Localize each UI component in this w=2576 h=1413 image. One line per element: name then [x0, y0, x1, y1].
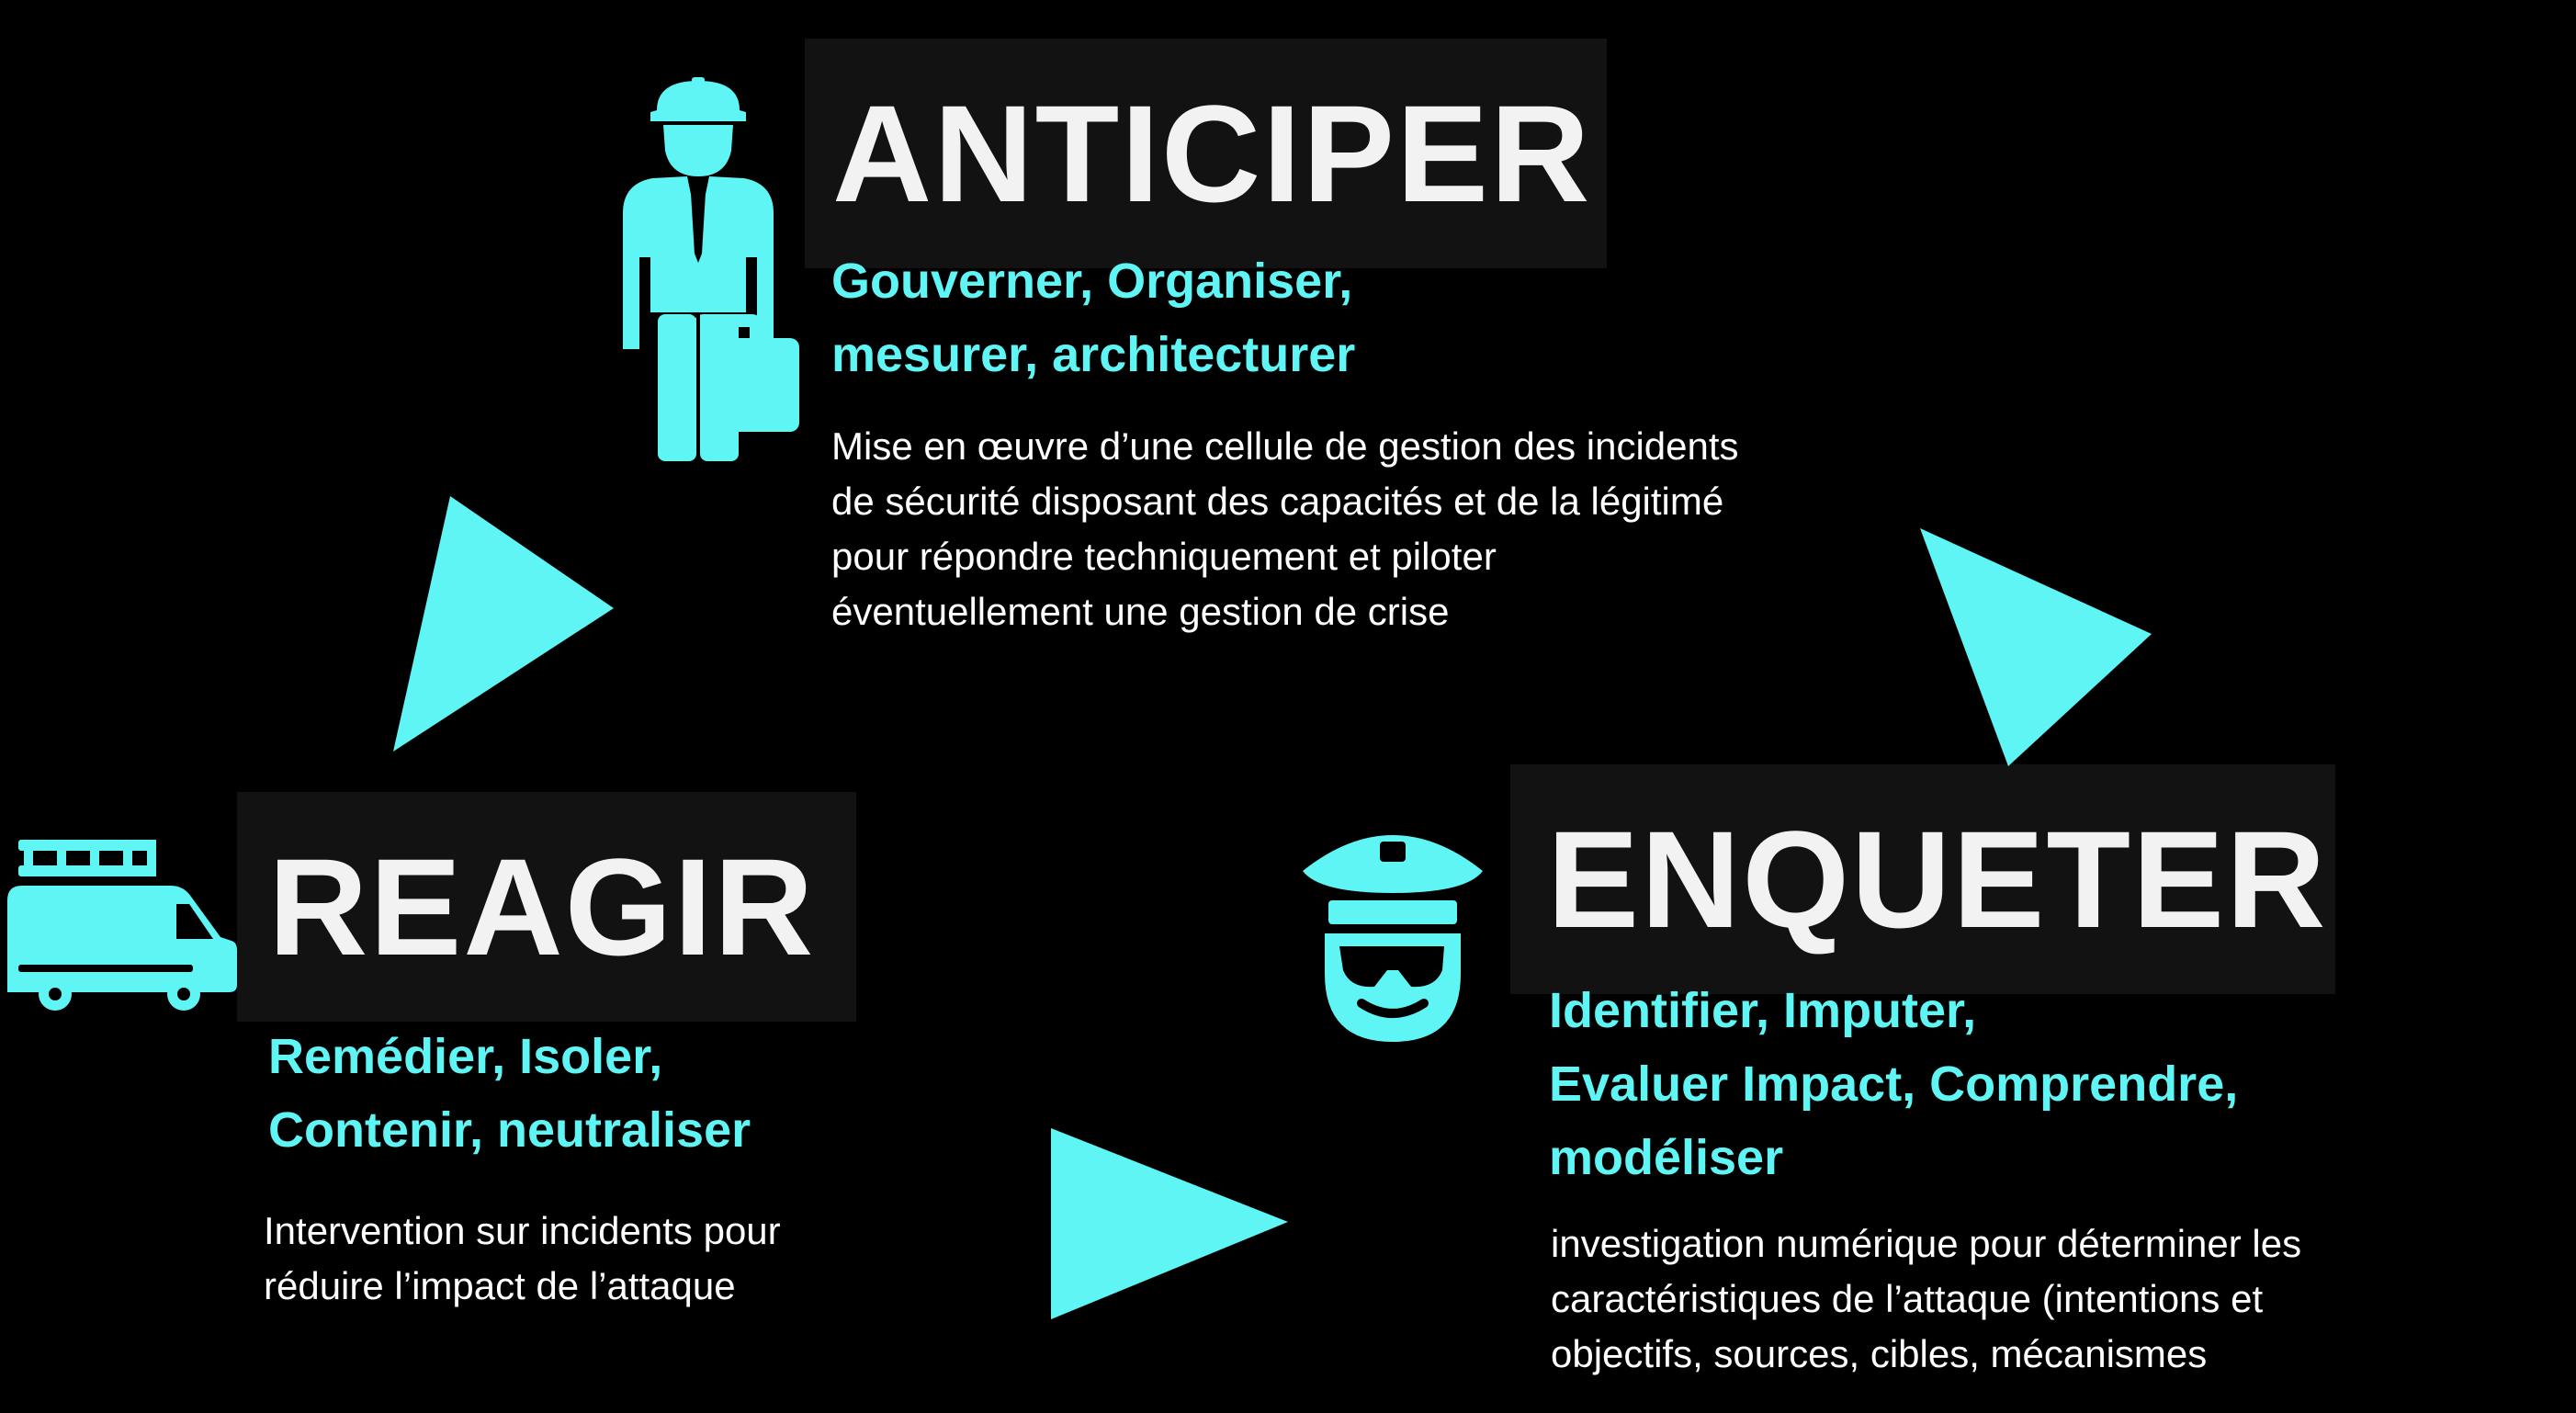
anticiper-description-line: pour répondre techniquement et piloter	[831, 535, 1497, 578]
anticiper-description-line: de sécurité disposant des capacités et d…	[831, 480, 1724, 523]
triangle-arrow-icon	[1051, 1128, 1288, 1319]
enqueter-description-line: objectifs, sources, cibles, mécanismes	[1551, 1332, 2208, 1375]
enqueter-description-line: caractéristiques de l’attaque (intention…	[1551, 1277, 2264, 1320]
businessman-icon	[606, 73, 818, 469]
anticiper-title: ANTICIPER	[832, 76, 1592, 231]
triangle-arrow-icon	[393, 496, 614, 752]
reagir-description-line: Intervention sur incidents pour	[264, 1209, 781, 1252]
enqueter-description-line: investigation numérique pour déterminer …	[1551, 1222, 2302, 1265]
reagir-description-line: réduire l’impact de l’attaque	[264, 1264, 736, 1307]
anticiper-subtitle: Gouverner, Organiser, mesurer, architect…	[831, 244, 1355, 391]
enqueter-title: ENQUETER	[1547, 802, 2328, 956]
reagir-subtitle-line: Contenir, neutraliser	[268, 1102, 751, 1158]
anticiper-description: Mise en œuvre d’une cellule de gestion d…	[831, 419, 1739, 639]
enqueter-title-box: ENQUETER	[1510, 764, 2335, 994]
reagir-subtitle-line: Remédier, Isoler,	[268, 1029, 663, 1084]
fire-truck-icon	[0, 827, 241, 1011]
reagir-title-box: REAGIR	[237, 792, 856, 1022]
police-officer-icon	[1282, 808, 1503, 1057]
reagir-title: REAGIR	[268, 830, 816, 984]
reagir-subtitle: Remédier, Isoler, Contenir, neutraliser	[268, 1020, 751, 1167]
anticiper-title-box: ANTICIPER	[805, 39, 1607, 268]
anticiper-description-line: Mise en œuvre d’une cellule de gestion d…	[831, 424, 1739, 468]
anticiper-description-line: éventuellement une gestion de crise	[831, 590, 1450, 633]
enqueter-description: investigation numérique pour déterminer …	[1551, 1216, 2301, 1382]
anticiper-subtitle-line: Gouverner, Organiser,	[831, 254, 1353, 309]
enqueter-subtitle-line: Identifier, Imputer,	[1549, 983, 1977, 1038]
enqueter-subtitle: Identifier, Imputer, Evaluer Impact, Com…	[1549, 974, 2238, 1194]
enqueter-subtitle-line: Evaluer Impact, Comprendre,	[1549, 1057, 2239, 1112]
anticiper-subtitle-line: mesurer, architecturer	[831, 327, 1356, 382]
triangle-arrow-icon	[1920, 528, 2152, 766]
reagir-description: Intervention sur incidents pour réduire …	[264, 1204, 781, 1314]
enqueter-subtitle-line: modéliser	[1549, 1130, 1784, 1185]
